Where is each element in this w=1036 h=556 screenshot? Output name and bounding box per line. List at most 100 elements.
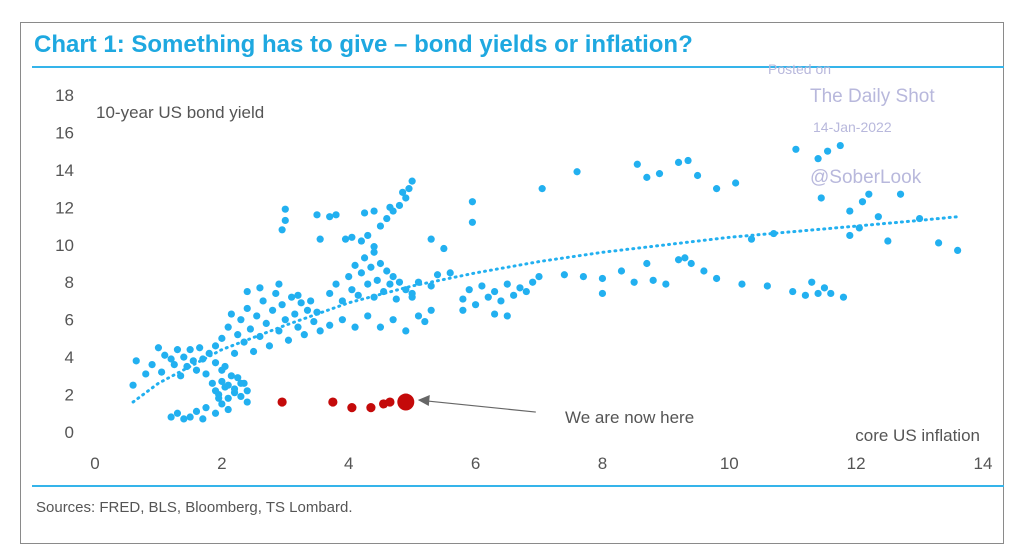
recent-point [385, 397, 395, 407]
data-point [824, 147, 832, 155]
data-point [510, 291, 518, 299]
data-point [158, 368, 166, 376]
data-point [792, 145, 800, 153]
annotation-label: We are now here [565, 408, 694, 427]
data-point [202, 404, 210, 412]
data-point [224, 381, 232, 389]
data-point [161, 351, 169, 359]
data-point [132, 357, 140, 365]
data-point [326, 289, 334, 298]
data-point [896, 190, 905, 198]
data-point [370, 248, 378, 256]
data-point [662, 280, 670, 288]
current-point [397, 393, 415, 411]
data-point [674, 158, 683, 166]
data-point [459, 306, 467, 314]
chart-title: Chart 1: Something has to give – bond yi… [34, 31, 693, 58]
data-point [684, 156, 692, 165]
data-point [468, 218, 476, 226]
data-point [237, 379, 245, 387]
data-point [221, 362, 229, 371]
x-tick-label: 10 [720, 454, 739, 473]
data-point [713, 274, 721, 283]
data-point [814, 289, 822, 298]
data-point [351, 261, 359, 269]
data-point [700, 267, 708, 275]
data-point [808, 278, 816, 286]
data-point [360, 254, 369, 262]
data-point [294, 323, 302, 331]
data-point [281, 316, 289, 324]
data-point [278, 301, 286, 309]
data-point [395, 278, 404, 286]
data-point [376, 259, 385, 268]
data-point [253, 312, 261, 320]
data-point [272, 289, 280, 298]
data-point [243, 398, 251, 406]
data-point [262, 319, 270, 328]
y-tick-label: 16 [55, 123, 74, 142]
data-point [199, 415, 207, 423]
data-point [313, 211, 321, 219]
annotation-arrowhead [417, 395, 430, 407]
data-point [364, 312, 372, 320]
data-point [503, 312, 511, 320]
chart-frame [20, 22, 1004, 544]
data-point [789, 287, 797, 296]
data-point [180, 353, 188, 361]
y-tick-label: 8 [65, 273, 74, 292]
data-point [186, 346, 194, 354]
data-point [211, 387, 220, 395]
data-point [935, 239, 943, 247]
data-point [503, 280, 511, 288]
data-point [839, 293, 848, 301]
data-point [291, 310, 299, 318]
y-tick-label: 12 [55, 198, 74, 217]
annotation-arrow-line [427, 400, 536, 413]
data-point [303, 306, 312, 314]
data-point [408, 289, 416, 298]
data-point [560, 271, 568, 279]
data-point [395, 201, 404, 210]
data-point [535, 273, 543, 281]
data-point [814, 155, 822, 163]
data-point [817, 194, 825, 202]
data-point [367, 263, 375, 271]
data-point [770, 229, 778, 238]
data-point [211, 409, 220, 417]
data-point [227, 310, 235, 318]
data-point [316, 327, 324, 335]
data-point [332, 211, 340, 219]
data-point [763, 282, 771, 290]
trend-line [131, 215, 960, 404]
data-point [386, 280, 394, 288]
data-point [354, 291, 362, 299]
data-point [440, 244, 448, 253]
data-point [180, 415, 188, 423]
data-point [345, 273, 353, 281]
recent-point [277, 397, 287, 407]
data-point [237, 316, 245, 324]
data-point [738, 280, 746, 288]
data-point [538, 185, 546, 193]
data-point [202, 370, 210, 378]
data-point [874, 213, 882, 221]
data-point [211, 359, 220, 367]
x-tick-label: 2 [217, 454, 226, 473]
x-tick-label: 0 [90, 454, 99, 473]
data-point [459, 295, 467, 303]
data-point [218, 400, 226, 408]
title-rule [32, 66, 1004, 68]
data-point [208, 379, 216, 387]
data-point [351, 323, 359, 331]
x-tick-label: 8 [598, 454, 607, 473]
data-point [373, 276, 381, 284]
data-point [598, 274, 607, 283]
data-point [579, 273, 588, 281]
data-point [348, 286, 356, 294]
data-point [173, 409, 182, 417]
data-point [522, 287, 530, 296]
data-point [402, 194, 410, 202]
data-point [300, 331, 308, 339]
